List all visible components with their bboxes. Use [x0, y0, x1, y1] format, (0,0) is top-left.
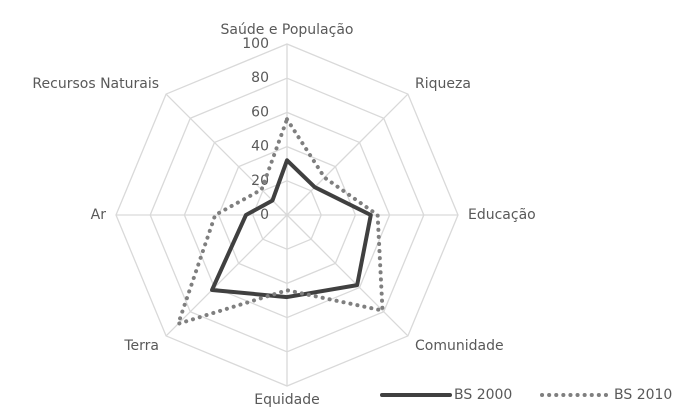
category-label: Saúde e População — [221, 22, 354, 38]
series-line — [210, 158, 373, 300]
grid-spoke — [286, 214, 409, 337]
category-label: Terra — [123, 338, 159, 354]
grid-spoke — [165, 214, 288, 337]
r-tick-label: 60 — [251, 104, 269, 120]
category-label: Ar — [91, 207, 107, 223]
r-tick-label: 0 — [260, 207, 269, 223]
grid-spoke — [286, 93, 409, 216]
series-line — [176, 117, 385, 326]
r-tick-label: 100 — [242, 36, 269, 52]
category-label: Equidade — [254, 392, 319, 408]
category-label: Educação — [468, 207, 536, 223]
category-label: Riqueza — [415, 76, 471, 92]
r-tick-label: 40 — [251, 139, 269, 155]
legend-label: BS 2010 — [614, 387, 672, 403]
r-tick-label: 20 — [251, 173, 269, 189]
r-tick-label: 80 — [251, 70, 269, 86]
category-label: Recursos Naturais — [32, 76, 159, 92]
category-label: Comunidade — [415, 338, 504, 354]
legend-label: BS 2000 — [454, 387, 512, 403]
grid-spoke — [165, 93, 288, 216]
